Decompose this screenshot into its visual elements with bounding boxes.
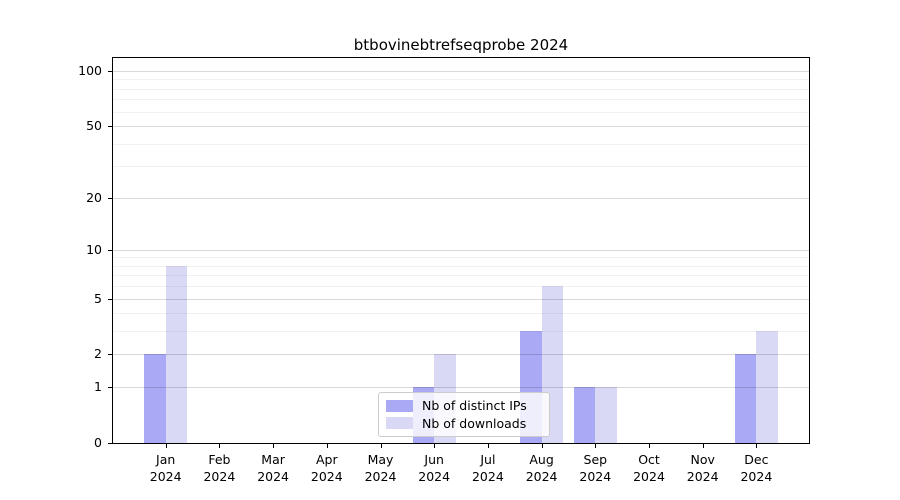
y-tick-label: 20 [86, 189, 102, 205]
x-tick-label: Sep 2024 [579, 452, 612, 484]
x-tick-mark [326, 444, 328, 448]
x-tick-label: Feb 2024 [203, 452, 236, 484]
gridline-minor [113, 99, 809, 101]
legend-swatch-distinct-ips [386, 399, 413, 412]
x-tick-mark [541, 444, 543, 448]
legend-row-distinct-ips: Nb of distinct IPs [386, 398, 541, 413]
x-tick-mark [487, 444, 489, 448]
y-tick-mark [108, 249, 113, 251]
y-tick-mark [108, 443, 113, 444]
x-tick-mark [649, 444, 650, 448]
gridline-major [113, 197, 809, 199]
x-tick-mark [595, 444, 597, 448]
y-tick-label: 10 [86, 241, 102, 257]
gridline-major [113, 354, 809, 356]
gridline-minor [113, 331, 809, 333]
x-tick-label: Apr 2024 [310, 452, 343, 484]
x-tick-label: Oct 2024 [633, 452, 665, 484]
y-tick-mark [108, 298, 113, 300]
x-tick-label: Dec 2024 [740, 452, 773, 484]
gridline-minor [113, 275, 809, 277]
x-tick-label: Jun 2024 [418, 452, 451, 484]
gridline-major [113, 249, 809, 251]
legend-row-downloads: Nb of downloads [386, 416, 541, 431]
legend-swatch-downloads [386, 417, 413, 430]
gridline-minor [113, 286, 809, 288]
x-tick-mark [756, 444, 758, 448]
gridline-minor [113, 166, 809, 168]
x-tick-label: Nov 2024 [686, 452, 719, 484]
y-tick-mark [108, 354, 113, 356]
x-tick-label: Jan 2024 [149, 452, 182, 484]
legend-label-downloads: Nb of downloads [422, 415, 527, 431]
gridline-minor [113, 257, 809, 259]
bar-distinct-ips [144, 354, 166, 443]
x-tick-mark [702, 444, 704, 448]
y-tick-label: 5 [94, 290, 102, 306]
y-tick-label: 0 [94, 435, 102, 450]
x-tick-label: Jul 2024 [471, 452, 504, 484]
bar-downloads [165, 265, 188, 443]
gridline-minor [113, 265, 809, 267]
x-tick-mark [434, 444, 436, 448]
y-tick-mark [108, 197, 113, 199]
x-tick-mark [380, 444, 382, 448]
chart-title: btbovinebtrefseqprobe 2024 [353, 36, 569, 54]
gridline-major [113, 126, 809, 128]
y-tick-label: 2 [94, 346, 102, 362]
bar-downloads [595, 387, 617, 443]
gridline-minor [113, 79, 809, 81]
x-tick-mark [165, 444, 167, 448]
y-tick-label: 1 [94, 379, 102, 395]
x-tick-label: Mar 2024 [257, 452, 289, 484]
gridline-minor [113, 313, 809, 315]
x-tick-mark [219, 444, 221, 448]
legend: Nb of distinct IPs Nb of downloads [378, 392, 550, 437]
gridline-major [113, 298, 809, 300]
y-tick-mark [108, 126, 113, 128]
gridline-minor [113, 143, 809, 145]
gridline-major [113, 71, 809, 73]
gridline-major [113, 387, 809, 389]
x-tick-label: May 2024 [364, 452, 397, 484]
bar-distinct-ips [573, 387, 596, 443]
y-tick-mark [108, 387, 113, 389]
x-tick-label: Aug 2024 [525, 452, 558, 484]
legend-label-distinct-ips: Nb of distinct IPs [422, 398, 527, 414]
plot-area: Nb of distinct IPs Nb of downloads [112, 57, 810, 444]
x-tick-mark [273, 444, 275, 448]
y-tick-label: 50 [86, 118, 102, 134]
bar-distinct-ips [734, 354, 757, 443]
y-tick-label: 100 [78, 63, 102, 79]
y-tick-mark [108, 71, 113, 73]
gridline-minor [113, 88, 809, 90]
bar-downloads [756, 331, 778, 443]
gridline-minor [113, 111, 809, 113]
